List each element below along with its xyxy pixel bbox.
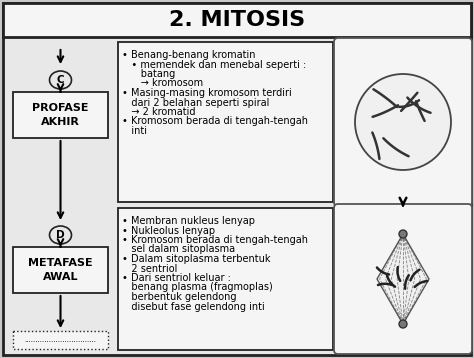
FancyBboxPatch shape <box>334 204 472 354</box>
FancyBboxPatch shape <box>118 42 333 202</box>
Text: → 2 kromatid: → 2 kromatid <box>122 107 195 117</box>
Text: • Membran nukleus lenyap: • Membran nukleus lenyap <box>122 216 255 226</box>
Text: • Nukleolus lenyap: • Nukleolus lenyap <box>122 226 215 236</box>
Text: benang plasma (fragmoplas): benang plasma (fragmoplas) <box>122 282 273 292</box>
Text: dari 2 belahan seperti spiral: dari 2 belahan seperti spiral <box>122 97 269 107</box>
Text: • Masing-masing kromosom terdiri: • Masing-masing kromosom terdiri <box>122 88 292 98</box>
Text: • Kromosom berada di tengah-tengah: • Kromosom berada di tengah-tengah <box>122 116 308 126</box>
Text: METAFASE
AWAL: METAFASE AWAL <box>28 258 93 282</box>
Circle shape <box>399 320 407 328</box>
Text: PROFASE
AKHIR: PROFASE AKHIR <box>32 103 89 127</box>
Text: ................................: ................................ <box>25 337 97 343</box>
Text: sel dalam sitoplasma: sel dalam sitoplasma <box>122 245 235 255</box>
Ellipse shape <box>49 71 72 89</box>
Text: batang: batang <box>122 69 175 79</box>
Text: berbentuk gelendong: berbentuk gelendong <box>122 292 237 302</box>
FancyBboxPatch shape <box>334 38 472 206</box>
FancyBboxPatch shape <box>3 3 471 37</box>
Text: • memendek dan menebal seperti :: • memendek dan menebal seperti : <box>122 59 306 69</box>
Ellipse shape <box>49 226 72 244</box>
FancyBboxPatch shape <box>3 3 471 355</box>
FancyBboxPatch shape <box>13 247 108 293</box>
Text: inti: inti <box>122 126 147 136</box>
Text: • Kromosom berada di tengah-tengah: • Kromosom berada di tengah-tengah <box>122 235 308 245</box>
FancyBboxPatch shape <box>13 331 108 349</box>
Circle shape <box>399 230 407 238</box>
Text: 2 sentriol: 2 sentriol <box>122 263 177 274</box>
FancyBboxPatch shape <box>13 92 108 138</box>
Polygon shape <box>377 234 429 324</box>
FancyBboxPatch shape <box>118 208 333 350</box>
Text: C: C <box>57 75 64 85</box>
Text: → kromosom: → kromosom <box>122 78 203 88</box>
Text: • Benang-benang kromatin: • Benang-benang kromatin <box>122 50 255 60</box>
Text: 2. MITOSIS: 2. MITOSIS <box>169 10 305 30</box>
Text: disebut fase gelendong inti: disebut fase gelendong inti <box>122 301 265 311</box>
Circle shape <box>355 74 451 170</box>
Text: • Dalam sitoplasma terbentuk: • Dalam sitoplasma terbentuk <box>122 254 271 264</box>
Text: • Dari sentriol keluar :: • Dari sentriol keluar : <box>122 273 231 283</box>
Text: D: D <box>56 230 65 240</box>
